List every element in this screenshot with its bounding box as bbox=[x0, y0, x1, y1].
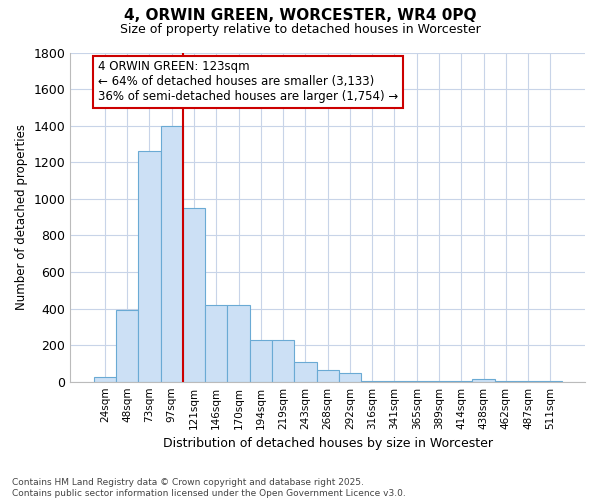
Bar bbox=[539, 381, 562, 382]
Bar bbox=[116, 310, 138, 382]
Text: Contains HM Land Registry data © Crown copyright and database right 2025.
Contai: Contains HM Land Registry data © Crown c… bbox=[12, 478, 406, 498]
Bar bbox=[161, 126, 183, 382]
Bar bbox=[272, 340, 294, 382]
Text: Size of property relative to detached houses in Worcester: Size of property relative to detached ho… bbox=[119, 22, 481, 36]
Bar bbox=[250, 340, 272, 382]
Bar bbox=[517, 381, 539, 382]
Text: 4 ORWIN GREEN: 123sqm
← 64% of detached houses are smaller (3,133)
36% of semi-d: 4 ORWIN GREEN: 123sqm ← 64% of detached … bbox=[98, 60, 398, 104]
Bar bbox=[383, 381, 406, 382]
Bar bbox=[227, 305, 250, 382]
Bar bbox=[450, 381, 472, 382]
Bar bbox=[406, 381, 428, 382]
Bar bbox=[495, 381, 517, 382]
Bar bbox=[428, 381, 450, 382]
Bar bbox=[94, 377, 116, 382]
Bar bbox=[183, 208, 205, 382]
Bar bbox=[339, 374, 361, 382]
Bar bbox=[361, 381, 383, 382]
X-axis label: Distribution of detached houses by size in Worcester: Distribution of detached houses by size … bbox=[163, 437, 493, 450]
Bar bbox=[294, 362, 317, 382]
Bar bbox=[317, 370, 339, 382]
Text: 4, ORWIN GREEN, WORCESTER, WR4 0PQ: 4, ORWIN GREEN, WORCESTER, WR4 0PQ bbox=[124, 8, 476, 22]
Y-axis label: Number of detached properties: Number of detached properties bbox=[15, 124, 28, 310]
Bar bbox=[472, 379, 495, 382]
Bar bbox=[205, 305, 227, 382]
Bar bbox=[138, 152, 161, 382]
